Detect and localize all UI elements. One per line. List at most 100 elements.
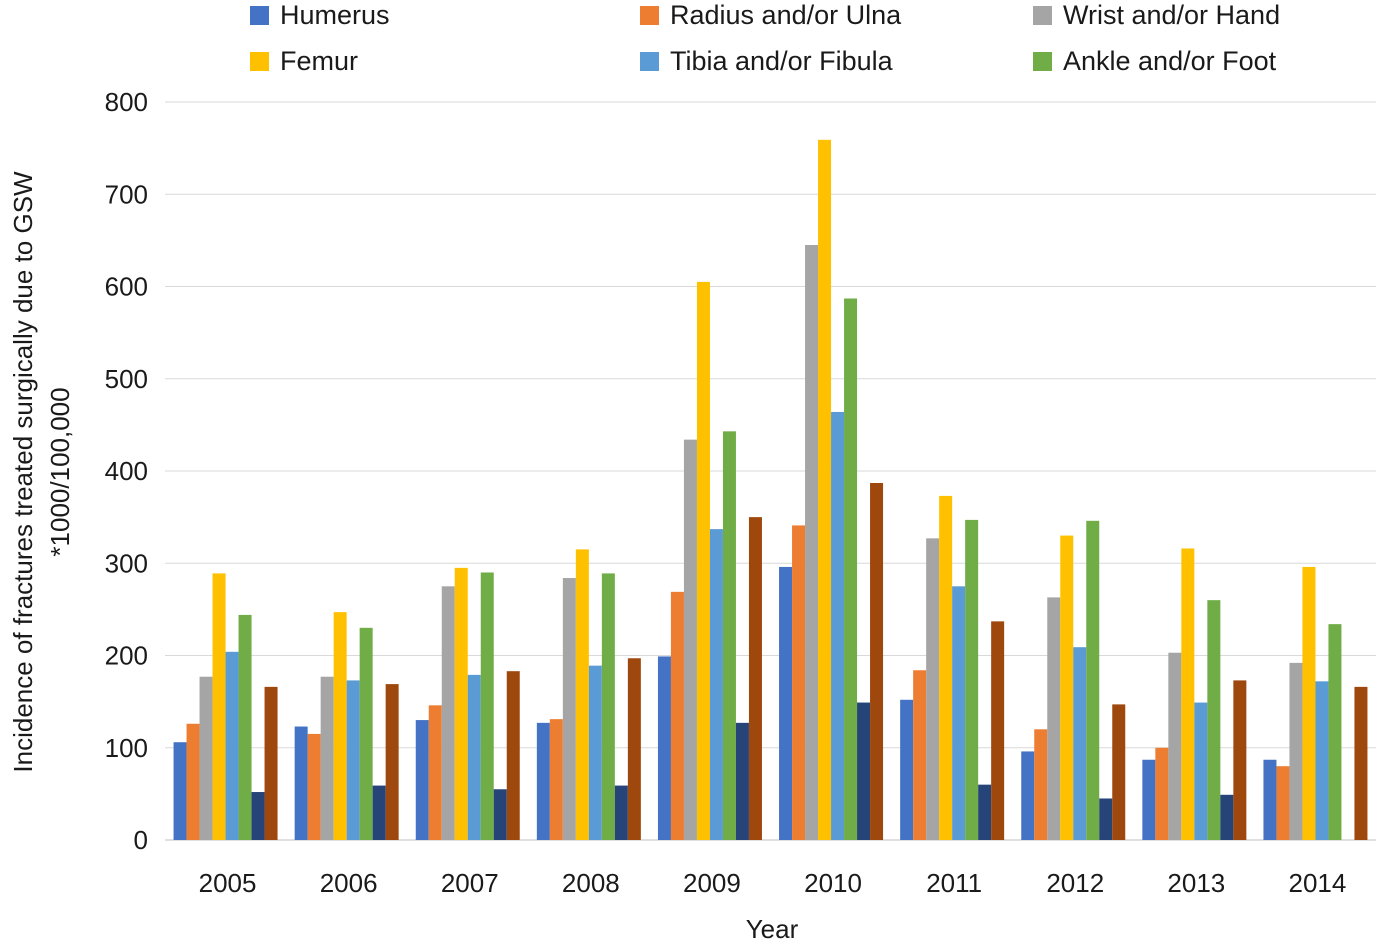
- bar: [657, 656, 671, 840]
- y-tick-label: 100: [105, 733, 148, 763]
- x-tick-label: 2012: [1046, 868, 1104, 898]
- bar: [186, 723, 200, 840]
- bar: [264, 686, 278, 840]
- bars: [173, 139, 1368, 841]
- bar: [493, 789, 507, 840]
- y-tick-label: 200: [105, 641, 148, 671]
- bar: [385, 684, 399, 840]
- bar: [1263, 759, 1277, 840]
- bar: [225, 651, 239, 840]
- bar: [696, 281, 710, 840]
- bar: [1207, 600, 1221, 840]
- bar: [199, 676, 213, 840]
- bar: [870, 482, 884, 840]
- bar: [1168, 652, 1182, 840]
- bar: [831, 411, 845, 840]
- bar: [683, 439, 697, 840]
- x-tick-label: 2011: [926, 868, 982, 898]
- bar: [1276, 766, 1290, 840]
- bar: [978, 784, 992, 840]
- bar: [415, 720, 429, 840]
- legend-label: Radius and/or Ulna: [670, 0, 902, 30]
- bar: [454, 567, 468, 840]
- bar: [1034, 729, 1048, 840]
- bar: [506, 671, 520, 840]
- bar: [238, 614, 252, 840]
- bar: [1220, 794, 1234, 840]
- bar: [627, 658, 641, 840]
- bar: [480, 572, 494, 840]
- bar: [588, 665, 602, 840]
- legend-label: Femur: [280, 46, 358, 76]
- bar: [844, 298, 858, 840]
- y-tick-label: 0: [134, 825, 148, 855]
- bar: [1181, 548, 1195, 840]
- y-tick-label: 800: [105, 87, 148, 117]
- bar: [926, 538, 940, 840]
- bar: [614, 785, 628, 840]
- bar: [1328, 624, 1342, 840]
- bar: [965, 519, 979, 840]
- x-tick-label: 2009: [683, 868, 741, 898]
- bar: [722, 431, 736, 840]
- bar: [1315, 681, 1329, 840]
- bar: [1099, 798, 1113, 840]
- bar: [1354, 686, 1368, 840]
- bar: [1047, 597, 1061, 840]
- bar: [1233, 680, 1247, 840]
- y-axis-title: Incidence of fractures treated surgicall…: [8, 171, 38, 773]
- bar: [1112, 704, 1126, 840]
- legend-swatch: [1033, 52, 1052, 71]
- x-tick-label: 2008: [562, 868, 620, 898]
- bar: [212, 573, 226, 840]
- bar: [441, 586, 455, 840]
- bar: [372, 785, 386, 840]
- legend-label: Tibia and/or Fibula: [670, 46, 894, 76]
- bar: [251, 792, 265, 840]
- bar: [307, 733, 321, 840]
- bar: [913, 670, 927, 840]
- bar: [1073, 647, 1087, 840]
- bar: [333, 612, 347, 840]
- bar: [346, 680, 360, 840]
- y-tick-label: 600: [105, 272, 148, 302]
- y-axis-subtitle: *1000/100,000: [45, 387, 75, 556]
- bar: [952, 586, 966, 840]
- bar: [779, 566, 793, 840]
- bar: [359, 627, 373, 840]
- bar: [1086, 520, 1100, 840]
- bar: [1289, 662, 1303, 840]
- bar: [1302, 566, 1316, 840]
- y-tick-label: 500: [105, 364, 148, 394]
- legend: Humerus Radius and/or Ulna Wrist and/or Ha…: [250, 0, 1280, 76]
- legend-swatch: [250, 6, 269, 25]
- y-tick-label: 700: [105, 179, 148, 209]
- bar: [857, 702, 871, 840]
- legend-label: Ankle and/or Foot: [1063, 46, 1277, 76]
- bar: [1155, 747, 1169, 840]
- bar: [320, 676, 334, 840]
- y-tick-label: 300: [105, 548, 148, 578]
- legend-label: Humerus: [280, 0, 390, 30]
- bar: [939, 495, 953, 840]
- bar: [1142, 759, 1156, 840]
- bar: [1194, 702, 1208, 840]
- bar: [428, 705, 442, 840]
- legend-swatch: [640, 52, 659, 71]
- legend-label: Wrist and/or Hand: [1063, 0, 1280, 30]
- bar: [601, 573, 615, 840]
- bar: [792, 525, 806, 840]
- bar: [1021, 751, 1035, 840]
- x-tick-label: 2014: [1289, 868, 1347, 898]
- bar: [818, 139, 832, 840]
- x-tick-label: 2010: [804, 868, 862, 898]
- bar: [670, 591, 684, 840]
- bar: [562, 578, 576, 840]
- bar: [991, 621, 1005, 840]
- legend-swatch: [640, 6, 659, 25]
- bar: [549, 719, 563, 840]
- x-axis-title: Year: [746, 914, 799, 944]
- bar: [735, 722, 749, 840]
